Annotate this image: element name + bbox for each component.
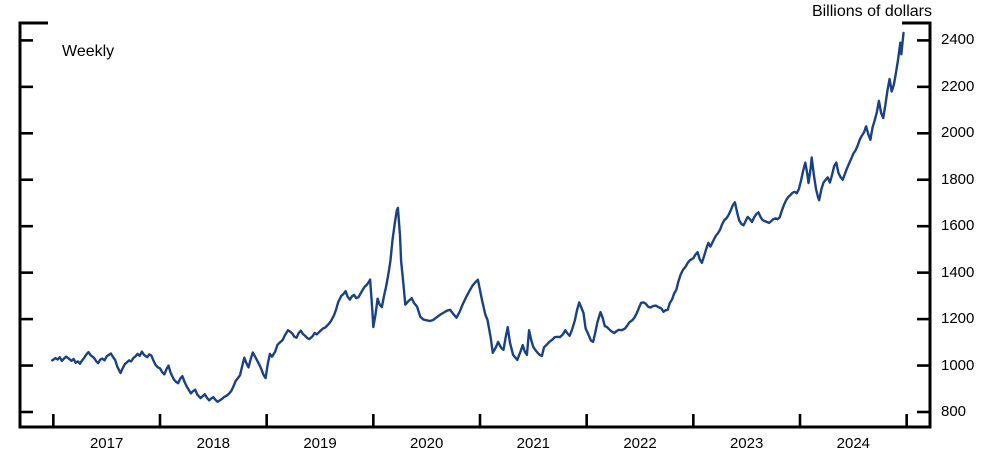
y-axis-tick-label: 1600 xyxy=(941,217,975,235)
axis-ticks xyxy=(20,39,930,427)
x-axis-year-label: 2022 xyxy=(623,435,657,452)
y-axis-tick-label: 1400 xyxy=(941,263,975,281)
x-axis-year-label: 2023 xyxy=(729,435,764,452)
y-axis-tick-label: 2000 xyxy=(941,124,975,142)
y-axis-tick-label: 2400 xyxy=(941,31,975,49)
x-axis-year-label: 2018 xyxy=(196,435,231,452)
x-axis-year-label: 2021 xyxy=(516,435,551,452)
y-axis-tick-label: 1200 xyxy=(941,310,975,328)
x-axis-year-label: 2019 xyxy=(303,435,337,452)
y-axis-tick-label: 2200 xyxy=(941,77,975,95)
y-axis-tick-label: 1800 xyxy=(941,170,975,188)
y-axis-tick-label: 1000 xyxy=(941,356,975,374)
x-axis-year-label: 2017 xyxy=(89,435,124,452)
y-axis-tick-label: 800 xyxy=(941,403,967,420)
x-axis-year-label: 2020 xyxy=(409,435,444,452)
y-axis-unit-label: Billions of dollars xyxy=(811,3,932,20)
frequency-annotation: Weekly xyxy=(62,43,115,60)
data-line xyxy=(51,31,905,403)
x-axis-year-label: 2024 xyxy=(836,435,871,452)
axis-frame xyxy=(18,21,932,429)
